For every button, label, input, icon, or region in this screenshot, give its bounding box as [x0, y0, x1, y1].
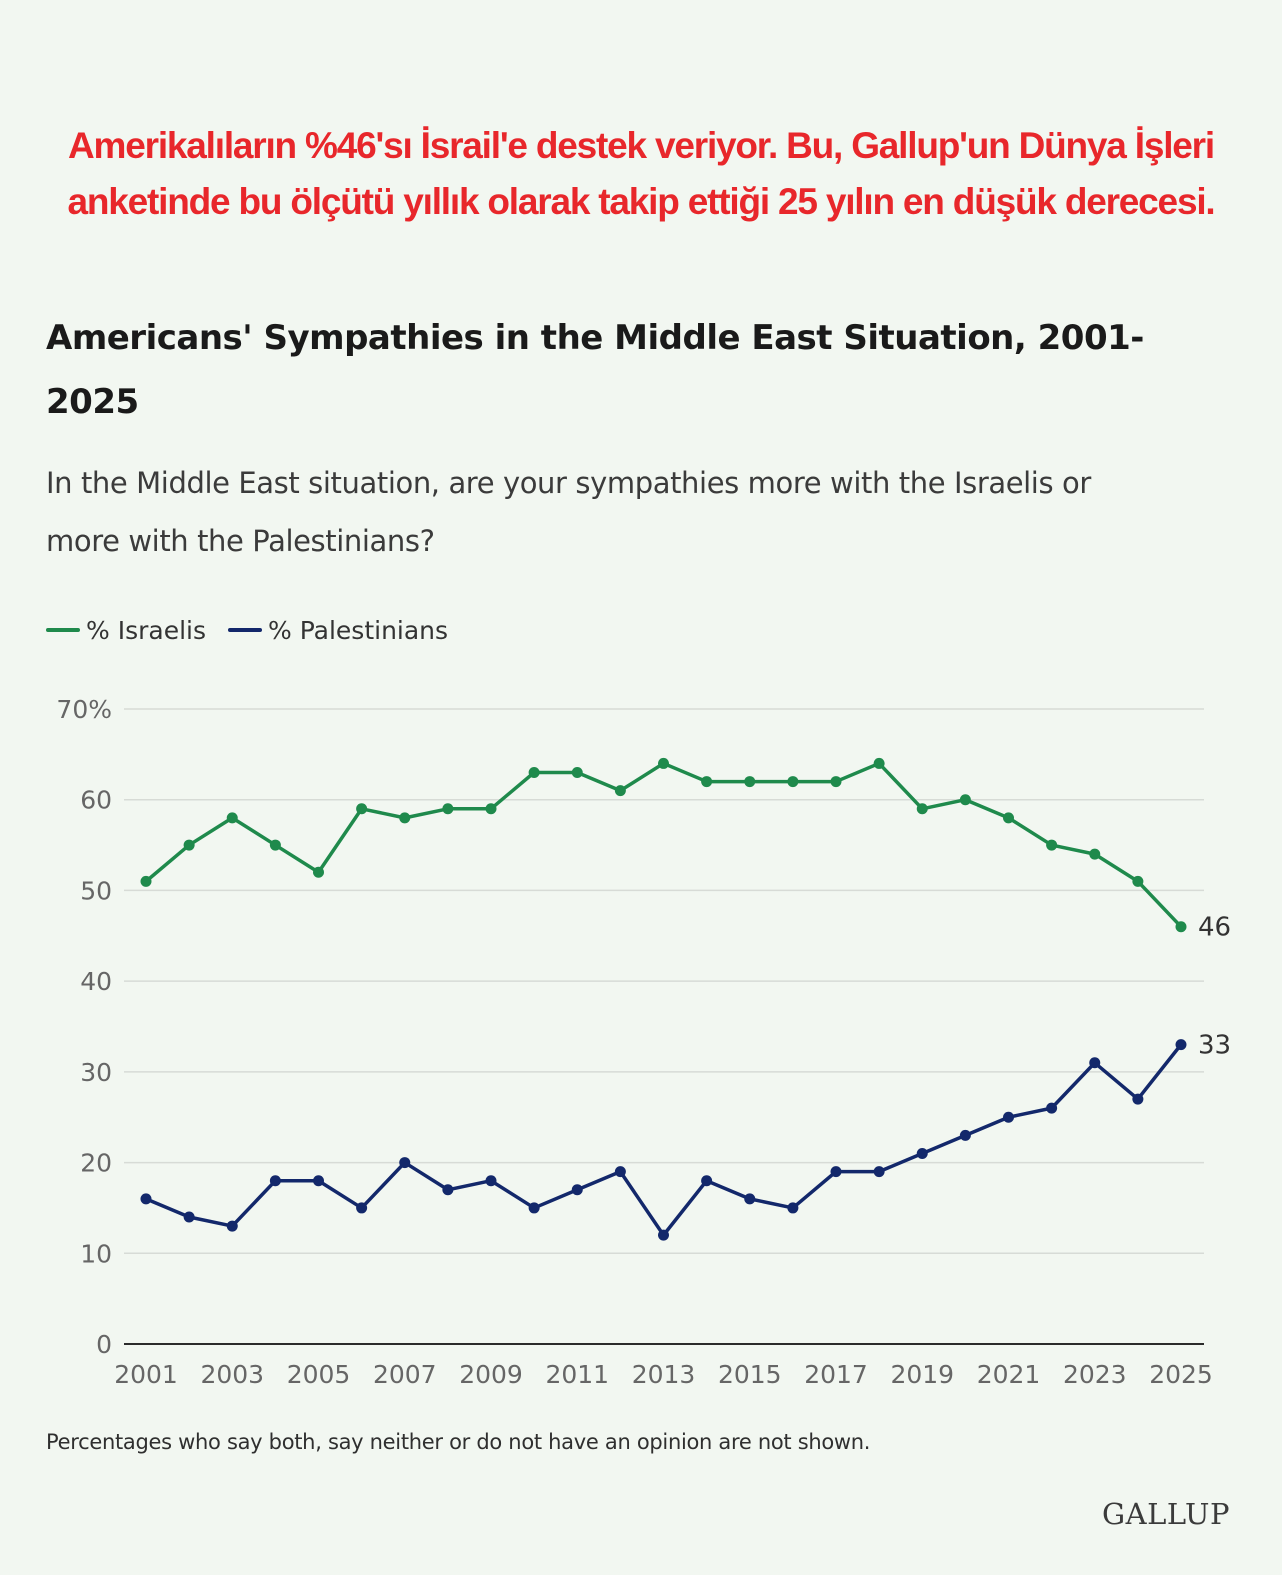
data-point-israelis: [140, 875, 152, 887]
data-point-palestinians: [916, 1148, 928, 1159]
data-point-palestinians: [442, 1184, 454, 1196]
footnote: Percentages who say both, say neither or…: [46, 1430, 871, 1454]
data-point-palestinians: [873, 1166, 885, 1178]
data-point-palestinians: [1089, 1057, 1101, 1069]
data-point-palestinians: [1175, 1039, 1187, 1051]
data-point-palestinians: [1046, 1102, 1058, 1114]
data-point-israelis: [399, 812, 411, 824]
data-point-israelis: [614, 785, 626, 797]
legend-label-israelis: % Israelis: [86, 615, 206, 645]
legend-item-israelis: % Israelis: [46, 616, 206, 645]
data-point-palestinians: [571, 1184, 583, 1196]
chart-title-line-2: 2025: [46, 382, 139, 422]
gallup-logo: GALLUP: [1102, 1497, 1230, 1531]
x-tick-label: 2011: [545, 1360, 609, 1389]
data-point-israelis: [442, 803, 454, 815]
data-point-palestinians: [356, 1202, 368, 1214]
data-point-palestinians: [528, 1202, 540, 1214]
data-point-israelis: [269, 839, 281, 851]
x-tick-label: 2001: [114, 1360, 178, 1389]
data-point-palestinians: [140, 1193, 152, 1205]
data-point-israelis: [313, 866, 324, 878]
y-tick-label: 40: [80, 967, 112, 996]
data-point-palestinians: [226, 1220, 238, 1232]
data-point-israelis: [1046, 839, 1058, 851]
x-tick-label: 2025: [1149, 1360, 1213, 1389]
data-point-israelis: [744, 776, 756, 788]
y-tick-label: 0: [96, 1330, 112, 1359]
data-point-israelis: [226, 812, 238, 824]
data-point-israelis: [916, 803, 928, 815]
data-point-israelis: [571, 767, 583, 778]
data-point-palestinians: [313, 1175, 324, 1187]
legend-label-palestinians: % Palestinians: [268, 615, 449, 645]
data-point-palestinians: [959, 1129, 971, 1141]
x-tick-label: 2005: [287, 1360, 351, 1389]
legend-item-palestinians: % Palestinians: [228, 616, 448, 645]
end-label-palestinians: 33: [1198, 1031, 1231, 1061]
data-point-palestinians: [1132, 1093, 1144, 1105]
data-point-israelis: [873, 757, 885, 769]
chart-title-line-1: Americans' Sympathies in the Middle East…: [46, 318, 1144, 358]
x-tick-label: 2015: [718, 1360, 782, 1389]
headline-line-1: Amerikalıların %46'sı İsrail'e destek ve…: [68, 125, 1215, 166]
data-point-palestinians: [183, 1211, 195, 1223]
y-tick-label: 20: [80, 1149, 112, 1178]
end-label-israelis: 46: [1198, 913, 1231, 943]
data-point-israelis: [1175, 921, 1187, 933]
x-tick-label: 2003: [200, 1360, 264, 1389]
data-point-palestinians: [614, 1166, 626, 1178]
data-point-palestinians: [485, 1175, 497, 1187]
chart-subtitle-line-1: In the Middle East situation, are your s…: [46, 466, 1091, 500]
data-point-palestinians: [399, 1157, 411, 1169]
y-tick-label: 30: [80, 1058, 112, 1087]
chart-legend: % Israelis % Palestinians: [46, 610, 470, 650]
data-point-israelis: [787, 776, 799, 788]
chart-title: Americans' Sympathies in the Middle East…: [46, 306, 1246, 434]
x-tick-label: 2019: [890, 1360, 954, 1389]
series-line-israelis: [144, 761, 1183, 929]
y-tick-label: 60: [80, 786, 112, 815]
data-point-palestinians: [744, 1193, 756, 1205]
data-point-israelis: [1089, 848, 1101, 860]
data-point-israelis: [701, 776, 713, 788]
chart-subtitle-line-2: more with the Palestinians?: [46, 524, 435, 558]
x-tick-label: 2021: [977, 1360, 1041, 1389]
data-point-palestinians: [269, 1175, 281, 1187]
data-point-israelis: [1003, 812, 1014, 824]
legend-swatch-israelis: [46, 628, 80, 632]
data-point-israelis: [959, 794, 971, 806]
x-tick-label: 2017: [804, 1360, 868, 1389]
data-point-israelis: [183, 839, 195, 851]
x-tick-label: 2007: [373, 1360, 437, 1389]
y-tick-label: 10: [80, 1239, 112, 1268]
data-point-israelis: [485, 803, 497, 815]
data-point-palestinians: [830, 1166, 842, 1178]
headline: Amerikalıların %46'sı İsrail'e destek ve…: [0, 118, 1282, 230]
chart-subtitle: In the Middle East situation, are your s…: [46, 454, 1226, 570]
data-point-israelis: [356, 803, 368, 815]
data-point-israelis: [1132, 875, 1144, 887]
data-point-palestinians: [701, 1175, 713, 1187]
y-tick-label: 70%: [56, 695, 112, 724]
x-tick-label: 2023: [1063, 1360, 1127, 1389]
data-point-israelis: [528, 767, 540, 778]
headline-line-2: anketinde bu ölçütü yıllık olarak takip …: [67, 181, 1216, 222]
data-point-israelis: [658, 757, 669, 769]
x-tick-label: 2013: [632, 1360, 696, 1389]
series-line-palestinians: [144, 1042, 1183, 1237]
y-tick-label: 50: [80, 876, 112, 905]
data-point-palestinians: [1003, 1111, 1014, 1123]
x-tick-label: 2009: [459, 1360, 523, 1389]
data-point-palestinians: [658, 1229, 669, 1241]
legend-swatch-palestinians: [228, 628, 262, 632]
data-point-israelis: [830, 776, 842, 788]
data-point-palestinians: [787, 1202, 799, 1214]
